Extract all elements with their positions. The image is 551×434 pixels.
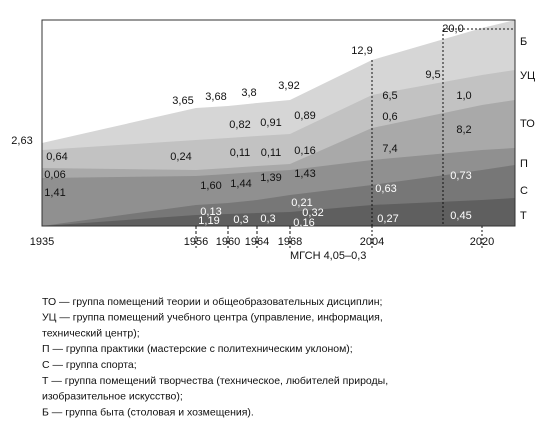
legend-line: Б — группа быта (столовая и хозмещения). bbox=[42, 406, 254, 418]
value-label: 0,82 bbox=[229, 119, 250, 131]
legend-line: технический центр); bbox=[42, 327, 140, 339]
x-label: 2004 bbox=[360, 236, 384, 248]
value-label: 3,92 bbox=[278, 80, 299, 92]
value-label: 12,9 bbox=[351, 45, 372, 57]
value-label: 0,27 bbox=[377, 213, 398, 225]
value-label: 1,19 bbox=[198, 215, 219, 227]
value-label: 0,45 bbox=[450, 210, 471, 222]
group-letter: Т bbox=[520, 210, 527, 222]
group-letter: П bbox=[520, 158, 528, 170]
value-label: 0,16 bbox=[293, 217, 314, 229]
value-label: 1,41 bbox=[44, 187, 65, 199]
value-label: 0,11 bbox=[230, 147, 251, 159]
value-label: 0,16 bbox=[294, 145, 315, 157]
value-label: 0,21 bbox=[291, 197, 312, 209]
value-label: 3,68 bbox=[205, 91, 226, 103]
labels: Б УЦ ТО П С Т 2,63 0,64 0,06 1,41 3,65 0,24 1,60 0,13… bbox=[11, 23, 535, 418]
value-label: 0,13 bbox=[200, 206, 221, 218]
value-label: 0,06 bbox=[44, 169, 65, 181]
value-label: 1,44 bbox=[230, 178, 251, 190]
axis-note: МГСН 4,05–0,3 bbox=[290, 250, 366, 262]
group-letter: С bbox=[520, 185, 528, 197]
value-label: 3,8 bbox=[241, 87, 256, 99]
value-label: 0,32 bbox=[302, 207, 323, 219]
band bbox=[42, 198, 515, 226]
legend-line: изобразительное искусство); bbox=[42, 391, 183, 403]
legend-line: ТО — группа помещений теории и общеобраз… bbox=[42, 296, 382, 308]
value-label: 1,0 bbox=[456, 90, 471, 102]
x-label: 2020 bbox=[470, 236, 494, 248]
legend-line: С — группа спорта; bbox=[42, 359, 137, 371]
legend-line: УЦ — группа помещений учебного центра (у… bbox=[42, 312, 383, 324]
group-letter: ТО bbox=[520, 118, 535, 130]
x-label: 1956 bbox=[184, 236, 208, 248]
value-label: 0,3 bbox=[260, 213, 275, 225]
value-label: 1,43 bbox=[294, 168, 315, 180]
value-label: 20,0 bbox=[442, 23, 463, 35]
value-label: 6,5 bbox=[382, 90, 397, 102]
value-label: 2,63 bbox=[11, 135, 32, 147]
ticks: 1935 1956 1960 1964 1968 2004 2020 bbox=[30, 226, 494, 248]
value-label: 0,6 bbox=[382, 111, 397, 123]
legend-line: П — группа практики (мастерские с полите… bbox=[42, 343, 353, 355]
value-label: 0,91 bbox=[260, 117, 281, 129]
value-label: 0,24 bbox=[170, 151, 191, 163]
value-label: 0,63 bbox=[375, 183, 396, 195]
value-label: 9,5 bbox=[425, 69, 440, 81]
value-label: 8,2 bbox=[456, 124, 471, 136]
value-label: 0,64 bbox=[46, 151, 67, 163]
group-letter: УЦ bbox=[520, 70, 535, 82]
bands bbox=[42, 20, 515, 226]
frame bbox=[41, 19, 516, 227]
legend-line: Т — группа помещений творчества (техниче… bbox=[42, 375, 388, 387]
x-label: 1935 bbox=[30, 236, 54, 248]
value-label: 0,73 bbox=[450, 170, 471, 182]
value-label: 1,60 bbox=[200, 180, 221, 192]
x-label: 1960 bbox=[216, 236, 240, 248]
value-label: 1,39 bbox=[260, 172, 281, 184]
value-label: 0,3 bbox=[233, 214, 248, 226]
value-label: 0,11 bbox=[261, 147, 282, 159]
value-label: 7,4 bbox=[382, 143, 397, 155]
x-label: 1964 bbox=[245, 236, 269, 248]
x-label: 1968 bbox=[278, 236, 302, 248]
value-label: 3,65 bbox=[172, 95, 193, 107]
value-label: 0,89 bbox=[294, 110, 315, 122]
group-letter: Б bbox=[520, 36, 527, 48]
